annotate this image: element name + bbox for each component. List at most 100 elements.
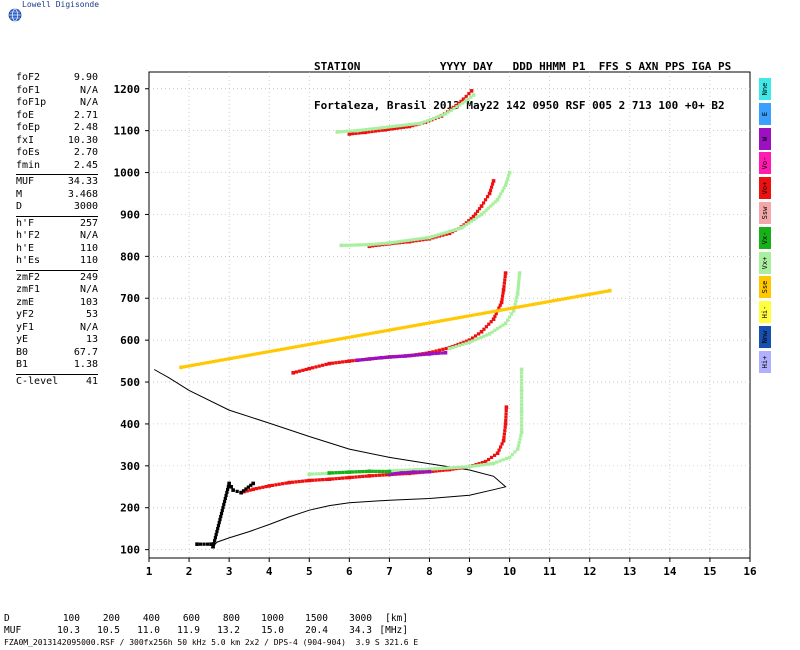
echo-point	[481, 311, 485, 316]
echo-point	[446, 466, 450, 470]
echo-point	[244, 354, 248, 358]
echo-point	[232, 356, 236, 360]
echo-point	[473, 338, 477, 342]
echo-point	[572, 295, 576, 299]
echo-point	[317, 472, 321, 476]
echo-point	[244, 487, 248, 491]
echo-point	[229, 356, 233, 360]
echo-point	[502, 432, 506, 436]
echo-point	[235, 355, 239, 359]
echo-point	[288, 346, 293, 350]
echo-point	[353, 334, 358, 338]
echo-point	[315, 341, 319, 345]
echo-point	[421, 467, 425, 472]
echo-point	[209, 542, 213, 546]
echo-point	[307, 472, 312, 477]
legend-item: Vo-	[759, 152, 771, 175]
echo-point	[502, 284, 506, 289]
echo-point	[516, 283, 521, 287]
echo-point	[575, 294, 579, 299]
parameter-panel: foF2 9.90 foF1 N/A foF1p N/A foE 2.71 foEp 2.48 fx…	[16, 72, 98, 388]
echo-point	[217, 520, 221, 525]
legend-item: E	[759, 102, 771, 125]
echo-point	[245, 489, 249, 493]
echo-point	[507, 307, 511, 311]
echo-point	[464, 341, 468, 345]
echo-point	[605, 289, 609, 293]
echo-point	[458, 465, 462, 469]
echo-point	[368, 331, 372, 336]
echo-point	[483, 198, 488, 202]
echo-point	[479, 335, 483, 340]
echo-point	[223, 496, 227, 501]
echo-point	[457, 343, 462, 347]
echo-point	[290, 480, 295, 484]
echo-point	[300, 344, 304, 348]
echo-point	[493, 200, 497, 204]
y-tick-label: 800	[120, 250, 140, 263]
echo-point	[440, 466, 444, 471]
echo-point	[179, 365, 183, 370]
echo-point	[419, 121, 424, 125]
param-value: 9.90	[73, 72, 98, 83]
echo-point	[424, 321, 429, 326]
muf-label: MUF	[4, 625, 22, 636]
y-tick-label: 500	[120, 376, 140, 389]
echo-point	[418, 467, 422, 472]
legend-item: Nne	[759, 78, 771, 100]
distance-value: 3000	[349, 613, 372, 624]
echo-point	[469, 219, 474, 223]
echo-point	[477, 207, 482, 211]
param-row: zmE 103	[16, 297, 98, 310]
echo-point	[392, 327, 396, 331]
echo-point	[341, 470, 345, 474]
echo-point	[503, 274, 507, 279]
echo-point	[549, 299, 553, 303]
echo-point	[485, 195, 490, 199]
echo-point	[469, 95, 473, 99]
echo-point	[466, 97, 470, 101]
echo-point	[383, 329, 387, 333]
echo-point	[560, 297, 565, 301]
echo-point	[500, 297, 504, 301]
y-tick-label: 400	[120, 418, 140, 431]
param-value: 41	[85, 375, 98, 387]
echo-point	[520, 381, 524, 386]
echo-point	[503, 271, 508, 275]
echo-point	[334, 477, 338, 481]
param-row: h'E 110	[16, 243, 98, 256]
echo-point	[498, 303, 502, 307]
echo-point	[418, 237, 422, 241]
echo-point	[430, 235, 434, 239]
echo-point	[433, 320, 437, 324]
param-row: fxI 10.30	[16, 135, 98, 148]
echo-point	[277, 482, 281, 486]
echo-point	[205, 542, 210, 546]
param-label: zmE	[16, 296, 35, 308]
echo-point	[497, 195, 501, 199]
echo-point	[377, 126, 381, 130]
echo-point	[386, 127, 390, 131]
echo-point	[291, 371, 296, 375]
echo-point	[519, 434, 523, 438]
echo-point	[425, 119, 430, 123]
echo-point	[470, 339, 474, 343]
echo-point	[482, 327, 486, 331]
echo-point	[367, 242, 372, 247]
param-row: foF1p N/A	[16, 97, 98, 110]
echo-point	[515, 292, 520, 296]
echo-point	[581, 293, 585, 298]
param-value: 2.70	[73, 147, 98, 158]
echo-point	[520, 423, 524, 427]
echo-point	[569, 295, 573, 300]
echo-point	[224, 493, 228, 498]
param-label: foE	[16, 109, 35, 121]
param-row: D 3000	[16, 201, 98, 214]
echo-point	[396, 471, 401, 475]
echo-point	[279, 347, 284, 351]
echo-point	[304, 367, 308, 372]
echo-point	[226, 357, 230, 361]
param-row: B0 67.7	[16, 347, 98, 360]
legend-item: W	[759, 127, 771, 150]
echo-point	[510, 312, 514, 316]
